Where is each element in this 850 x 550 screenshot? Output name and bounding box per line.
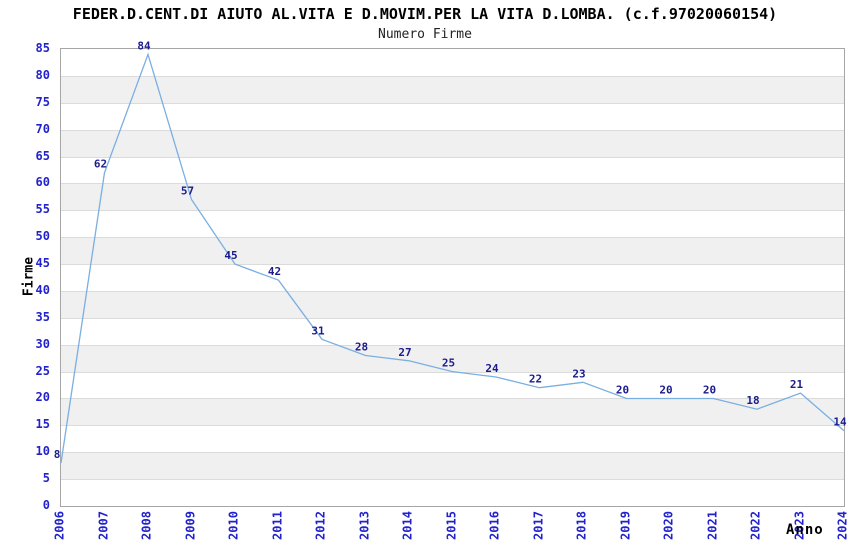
x-tick-label: 2011 [270,511,284,540]
y-tick-label: 85 [35,41,50,55]
grid-band [61,452,844,480]
grid-band [61,344,844,372]
data-point-label: 27 [398,346,411,359]
gridline [61,103,844,104]
grid-band [61,183,844,211]
data-point-label: 84 [137,39,151,52]
data-point-label: 28 [355,341,368,354]
grid-band [61,75,844,103]
y-tick-label: 65 [35,148,50,163]
data-point-label: 14 [833,416,847,429]
grid-band [61,49,844,76]
y-tick-label: 30 [35,336,50,351]
gridline [61,183,844,184]
y-tick-label: 55 [35,202,50,217]
data-point-label: 21 [790,378,804,391]
x-tick-label: 2014 [400,511,415,540]
grid-band [61,264,844,291]
gridline [61,345,844,346]
x-tick-label: 2020 [661,511,676,540]
x-tick-label: 2013 [357,511,371,540]
y-tick-label: 60 [35,175,50,190]
gridline [61,291,844,292]
gridline [61,372,844,373]
chart-title: FEDER.D.CENT.DI AIUTO AL.VITA E D.MOVIM.… [72,5,778,23]
grid-band [61,425,844,453]
data-point-label: 20 [616,384,629,397]
y-tick-label: 20 [35,390,50,405]
x-tick-label: 2007 [96,511,110,540]
x-tick-label: 2024 [835,511,850,540]
x-tick-label: 2019 [618,511,632,540]
x-tick-label: 2008 [139,511,154,540]
grid-band [61,398,844,426]
x-tick-label: 2021 [705,511,719,540]
y-tick-label: 10 [35,444,50,459]
x-axis-title: Anno [786,522,824,538]
data-line-layer: 8 62 84 57 45 42 31 28 27 25 24 22 23 20 20 20 18 21 14 [54,39,847,464]
y-tick-label: 75 [35,94,50,109]
grid-band [61,156,844,184]
data-point-label: 18 [746,394,759,407]
y-tick-label: 45 [35,256,50,271]
data-point-label: 20 [703,384,716,397]
gridline [61,452,844,453]
y-tick-label: 50 [35,229,50,244]
y-tick-label: 40 [35,282,50,297]
gridline [61,157,844,158]
data-point-label: 8 [54,448,61,461]
y-tick-label: 0 [42,498,50,512]
data-point-label: 62 [94,158,107,171]
x-tick-label: 2010 [226,511,241,540]
data-line [60,52,845,464]
data-point-label: 22 [529,373,542,386]
grid-band [61,237,844,265]
x-tick-label: 2006 [52,511,67,540]
gridline [61,237,844,238]
data-point-label: 42 [268,265,281,278]
grid-band [61,479,844,506]
data-point-label: 57 [181,185,194,198]
gridline [61,76,844,77]
gridline [61,130,844,131]
gridline [61,264,844,265]
y-tick-label: 80 [35,67,50,82]
x-tick-label: 2022 [748,511,763,540]
gridline [61,479,844,480]
gridline [61,318,844,319]
plot-area: 8 62 84 57 45 42 31 28 27 25 24 22 23 20 20 20 18 21 14 [54,39,847,507]
grid-band [61,290,844,318]
gridline [61,425,844,426]
x-tick-label: 2016 [487,511,502,540]
data-point-label: 24 [485,362,499,375]
grid-band [61,317,844,345]
data-point-label: 31 [311,324,325,337]
x-tick-label: 2012 [313,511,328,540]
y-tick-label: 35 [35,309,50,324]
x-tick-label: 2009 [183,511,197,540]
x-tick-label: 2017 [531,511,545,540]
grid-band [61,129,844,157]
data-point-label: 25 [442,357,455,370]
gridline [61,210,844,211]
grid-band [61,102,844,130]
data-point-label: 45 [224,249,237,262]
grid-band [61,371,844,399]
data-point-label: 23 [572,367,585,380]
x-tick-label: 2018 [574,511,589,540]
y-tick-label: 70 [35,121,50,136]
y-tick-label: 25 [35,363,50,378]
gridline [61,398,844,399]
x-tick-label: 2015 [444,511,458,540]
y-tick-label: 5 [42,471,50,486]
chart-subtitle: Numero Firme [378,27,472,42]
data-point-label: 20 [659,384,672,397]
grid-band [61,210,844,238]
y-tick-label: 15 [35,417,50,432]
